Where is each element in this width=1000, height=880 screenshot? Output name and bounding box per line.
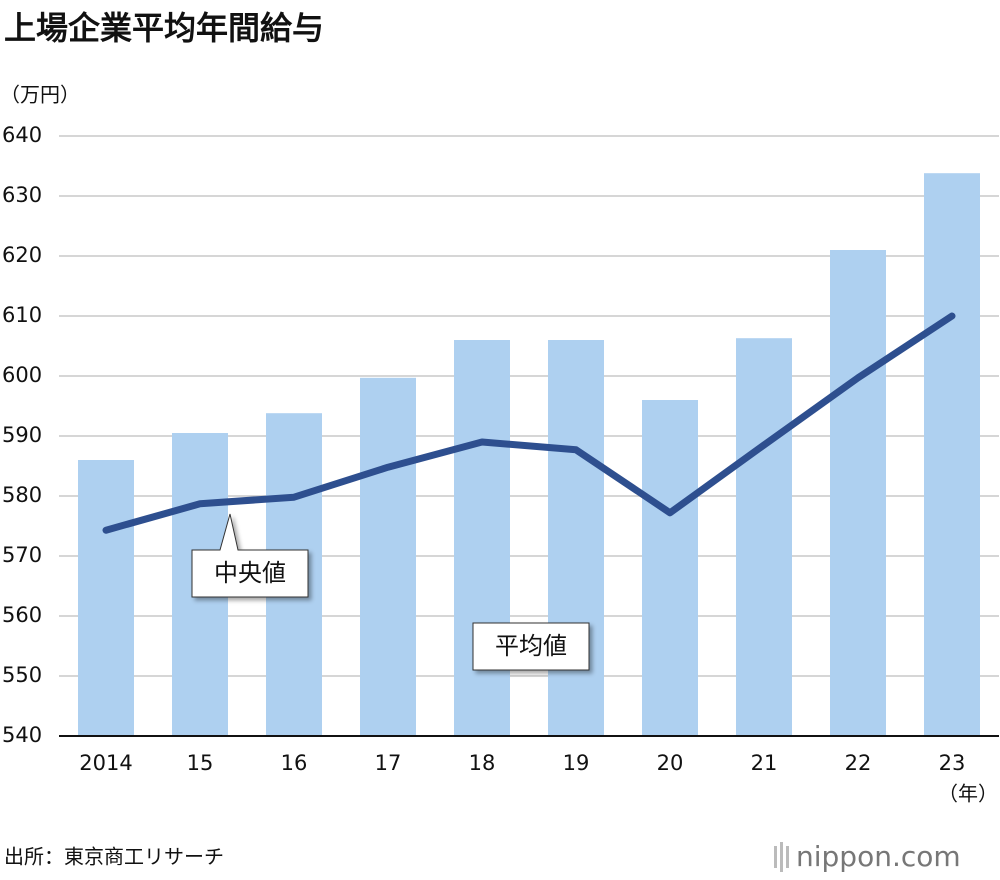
x-tick-label: 18 [469, 751, 496, 775]
bar [924, 173, 980, 736]
y-tick-label: 630 [2, 183, 42, 207]
x-tick-label: 17 [375, 751, 402, 775]
y-tick-label: 600 [2, 363, 42, 387]
line [102, 312, 956, 534]
x-tick-label: 22 [845, 751, 872, 775]
x-tick-label: 20 [657, 751, 684, 775]
y-tick-label: 540 [2, 723, 42, 747]
y-tick-label: 620 [2, 243, 42, 267]
x-tick-label: 16 [281, 751, 308, 775]
legend-label: 中央値 [214, 559, 286, 587]
bar [360, 377, 416, 736]
y-tick-label: 640 [2, 123, 42, 147]
legend-label: 平均値 [495, 632, 567, 660]
bar [454, 340, 510, 736]
callout: 平均値 [472, 622, 590, 671]
source: 出所：東京商工リサーチ [4, 845, 224, 869]
x-tick-label: 19 [563, 751, 590, 775]
bar [736, 338, 792, 736]
x-axis-label: （年） [938, 782, 998, 806]
x-tick-label: 15 [187, 751, 214, 775]
bar [830, 250, 886, 736]
x-tick-label: 23 [939, 751, 966, 775]
y-tick-label: 560 [2, 603, 42, 627]
bar [78, 460, 134, 736]
y-tick-label: 570 [2, 543, 42, 567]
chart-title: 上場企業平均年間給与 [4, 9, 324, 47]
y-tick-label: 550 [2, 663, 42, 687]
bar [642, 400, 698, 736]
logo: nippon.com [774, 840, 961, 873]
logo-text: nippon.com [796, 840, 961, 873]
y-tick-label: 590 [2, 423, 42, 447]
callout: 中央値 [191, 513, 309, 598]
y-axis-label: （万円） [0, 83, 80, 107]
bar [548, 340, 604, 736]
y-tick-label: 610 [2, 303, 42, 327]
x-tick-label: 21 [751, 751, 778, 775]
y-tick-label: 580 [2, 483, 42, 507]
x-tick-label: 2014 [79, 751, 132, 775]
